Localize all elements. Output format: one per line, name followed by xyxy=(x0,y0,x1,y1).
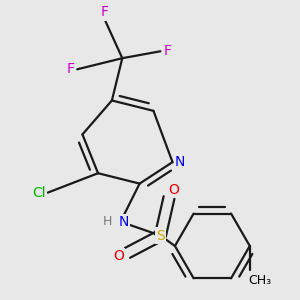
Text: F: F xyxy=(101,5,109,20)
Text: N: N xyxy=(118,215,128,229)
Text: CH₃: CH₃ xyxy=(248,274,271,287)
Text: O: O xyxy=(113,249,124,263)
Text: H: H xyxy=(103,215,112,228)
Text: S: S xyxy=(156,229,165,243)
Text: O: O xyxy=(168,183,178,197)
Text: F: F xyxy=(163,44,171,58)
Text: Cl: Cl xyxy=(32,186,46,200)
Text: F: F xyxy=(66,62,74,76)
Text: N: N xyxy=(175,155,185,169)
